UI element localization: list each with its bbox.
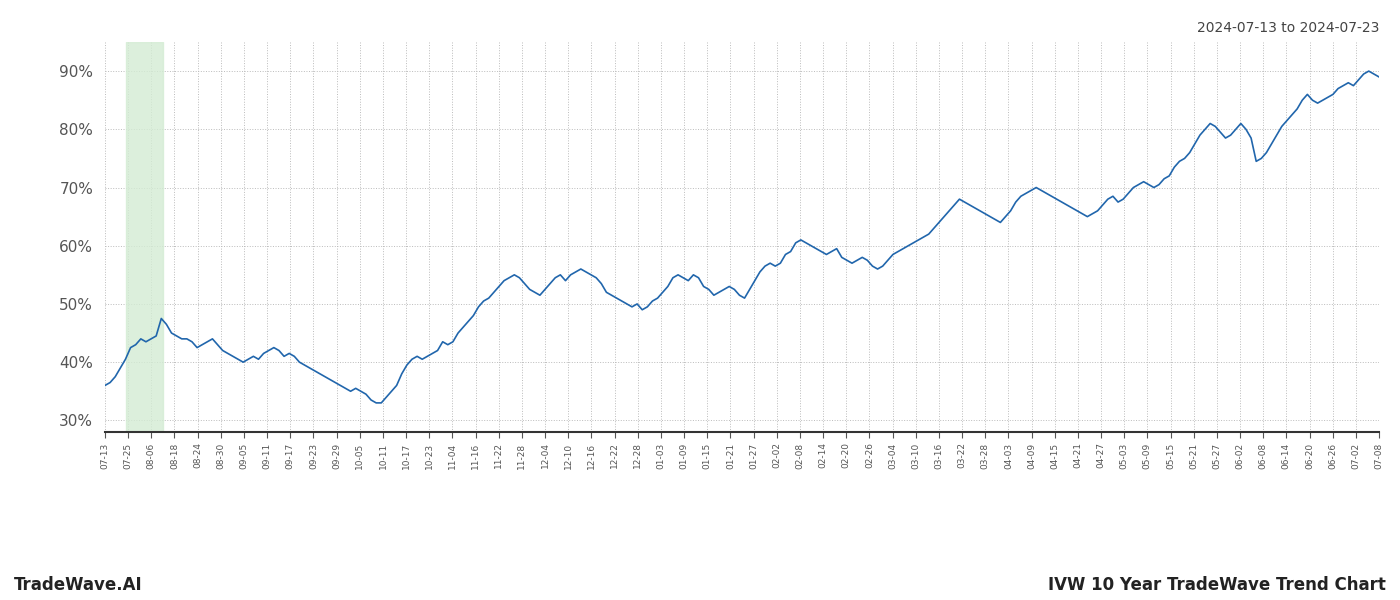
Text: TradeWave.AI: TradeWave.AI [14, 576, 143, 594]
Text: IVW 10 Year TradeWave Trend Chart: IVW 10 Year TradeWave Trend Chart [1049, 576, 1386, 594]
Text: 2024-07-13 to 2024-07-23: 2024-07-13 to 2024-07-23 [1197, 21, 1379, 35]
Bar [126, 42, 162, 432]
